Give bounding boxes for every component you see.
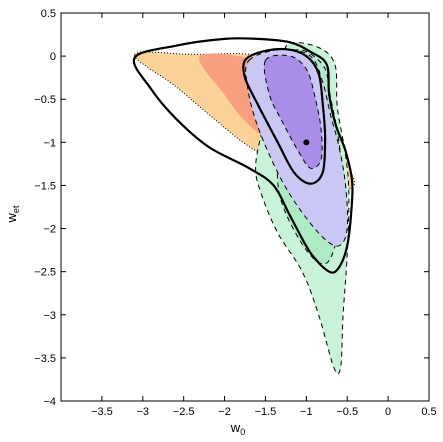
y-tick-label: −2.5 <box>34 267 56 279</box>
x-tick-label: −2.5 <box>173 406 195 418</box>
y-tick-label: −3 <box>43 310 56 322</box>
x-tick-label: 0 <box>385 406 391 418</box>
y-tick-label: −3.5 <box>34 353 56 365</box>
contour-region-7 <box>132 37 354 274</box>
y-tick-label: −1 <box>43 137 56 149</box>
y-tick-label: −2 <box>43 224 56 236</box>
x-tick-label: −1.5 <box>255 406 277 418</box>
y-tick-label: −1.5 <box>34 180 56 192</box>
contour-region-8 <box>242 47 327 185</box>
x-axis-label: w0 <box>230 420 245 437</box>
contour-regions <box>132 37 356 375</box>
x-tick-label: −2 <box>218 406 231 418</box>
x-tick-label: 0.5 <box>421 406 436 418</box>
y-tick-label: 0 <box>50 51 56 63</box>
x-tick-label: −3.5 <box>91 406 113 418</box>
x-tick-label: −1 <box>300 406 313 418</box>
y-tick-label: −0.5 <box>34 94 56 106</box>
y-tick-label: −4 <box>43 396 56 408</box>
x-tick-label: −3 <box>137 406 150 418</box>
plot-frame <box>60 12 430 402</box>
y-axis-label: wet <box>4 205 21 223</box>
marker-layer <box>303 139 310 146</box>
x-tick-label: −0.5 <box>336 406 358 418</box>
axis-ticks: −3.5 −3 −2.5 −2 −1.5 −1 −0.5 0 0.5 0.5 0 −0.5 −1 −1.5… <box>34 8 436 418</box>
y-tick-label: 0.5 <box>41 8 56 20</box>
best-fit-marker <box>303 139 310 146</box>
